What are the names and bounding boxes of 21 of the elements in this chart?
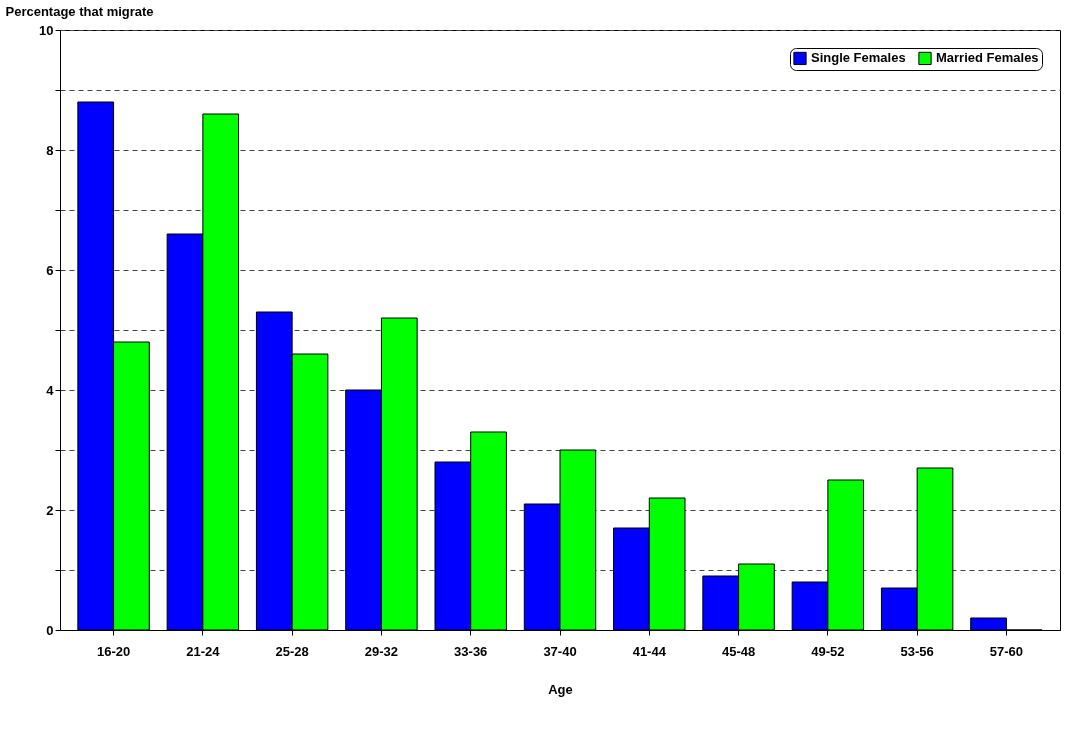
x-axis-title: Age — [548, 681, 573, 697]
legend-label: Single Females — [811, 50, 906, 66]
y-tick-label: 2 — [46, 502, 54, 518]
x-tick-label: 29-32 — [364, 643, 399, 659]
x-tick-label: 41-44 — [632, 643, 667, 659]
x-tick-label: 49-52 — [811, 643, 845, 659]
legend-label: Married Females — [936, 50, 1039, 66]
x-tick-label: 45-48 — [721, 643, 756, 659]
x-tick-label: 25-28 — [275, 643, 309, 659]
x-tick-label: 21-24 — [186, 643, 221, 659]
x-tick-label: 53-56 — [900, 643, 934, 659]
y-tick-label: 8 — [46, 142, 54, 158]
y-tick-label: 10 — [39, 22, 54, 38]
y-tick-label: 6 — [46, 262, 54, 278]
y-tick-label: 4 — [46, 382, 55, 398]
x-tick-label: 33-36 — [454, 643, 488, 659]
y-tick-label: 0 — [46, 622, 54, 638]
x-tick-label: 57-60 — [989, 643, 1024, 659]
x-tick-label: 16-20 — [96, 643, 131, 659]
x-tick-label: 37-40 — [543, 643, 577, 659]
y-axis-title: Percentage that migrate — [5, 3, 154, 19]
